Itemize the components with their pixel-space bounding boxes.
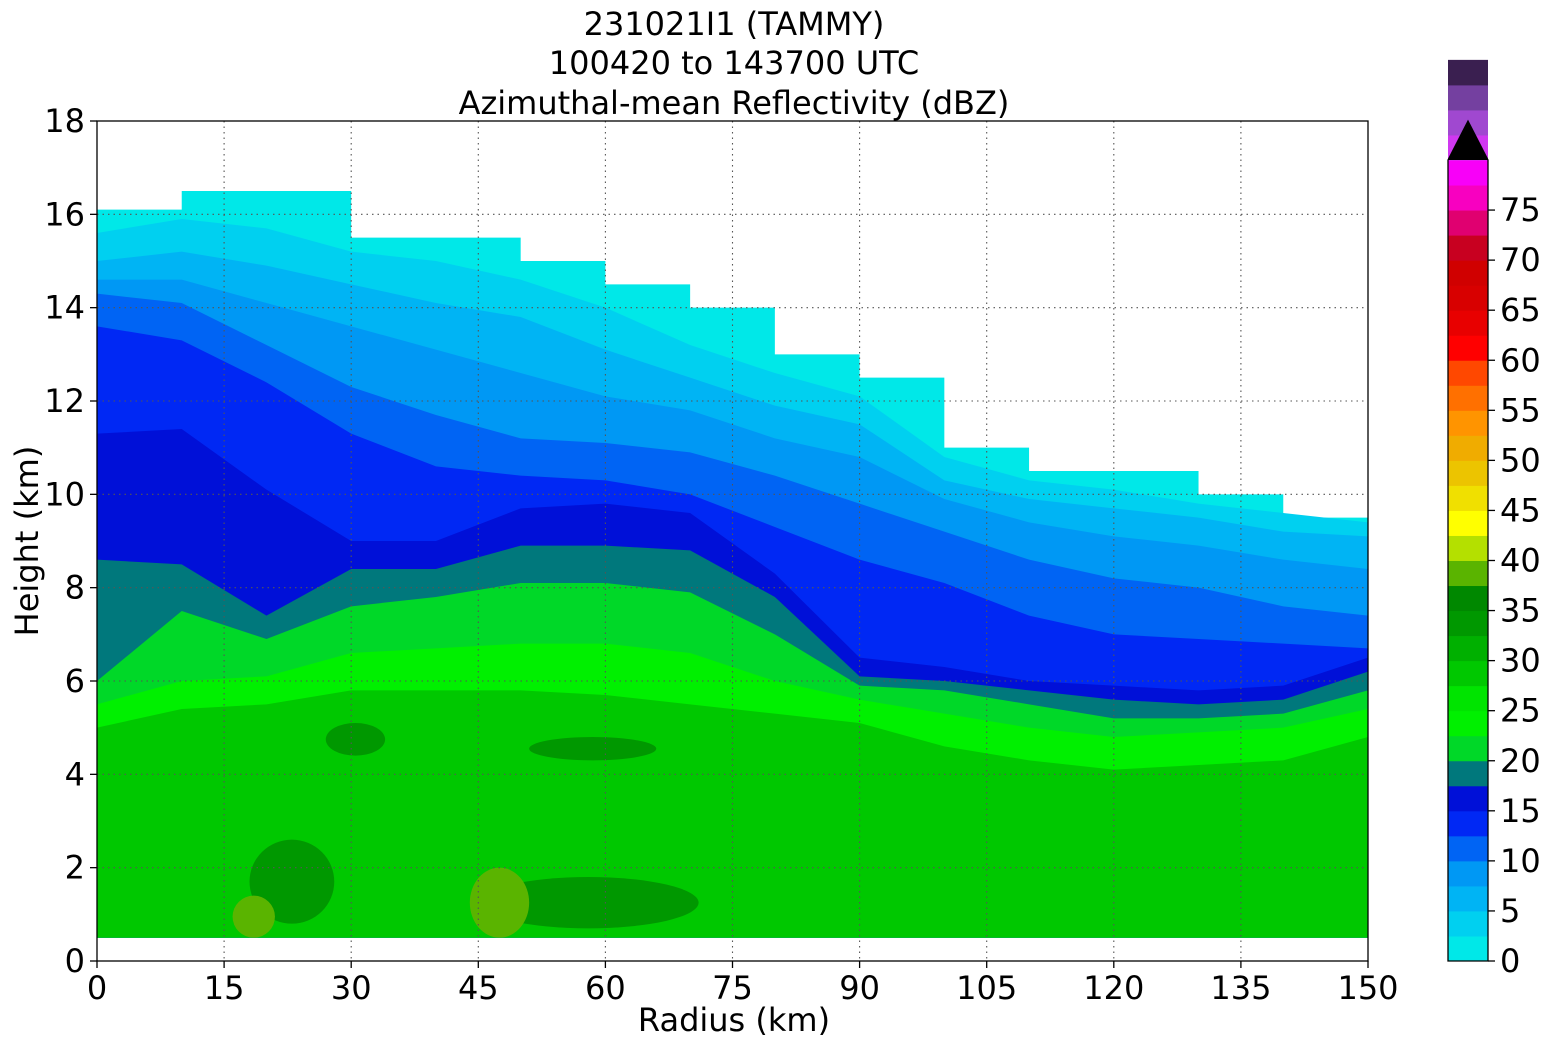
y-tick-label: 18 [44,102,85,140]
y-tick-label: 12 [44,382,85,420]
x-axis-label: Radius (km) [638,1001,830,1039]
colorbar-swatch [1448,560,1488,587]
colorbar-tick-label: 5 [1500,892,1520,930]
colorbar-tick-label: 30 [1500,642,1541,680]
reflectivity-maximum [469,867,530,938]
colorbar-tick-label: 25 [1500,692,1541,730]
x-tick-label: 75 [712,969,753,1007]
colorbar-swatch [1448,310,1488,336]
x-tick-label: 135 [1210,969,1271,1007]
reflectivity-maximum [249,839,335,924]
colorbar-tick-label: 10 [1500,842,1541,880]
colorbar-swatch [1448,885,1488,912]
colorbar-extend-arrow [1448,121,1488,160]
colorbar-swatch [1448,210,1488,236]
colorbar-swatch [1448,585,1488,612]
title-line-2: 100420 to 143700 UTC [549,44,919,82]
reflectivity-maximum [478,877,699,929]
title-line-1: 231021I1 (TAMMY) [584,5,885,43]
colorbar-tick-label: 65 [1500,291,1541,329]
colorbar-tick-label: 50 [1500,441,1541,479]
colorbar-swatch [1448,635,1488,662]
y-axis-label: Height (km) [8,446,46,637]
reflectivity-maximum [232,895,275,938]
y-tick-label: 0 [65,942,85,980]
y-tick-label: 8 [65,569,85,607]
colorbar-swatch [1448,485,1488,511]
colorbar-tick-label: 70 [1500,241,1541,279]
x-tick-label: 45 [458,969,499,1007]
colorbar-tick-label: 45 [1500,491,1541,529]
colorbar-tick-label: 15 [1500,792,1541,830]
reflectivity-maximum [325,723,386,756]
colorbar-swatch [1448,735,1488,762]
chart-title: 231021I1 (TAMMY) 100420 to 143700 UTC Az… [459,5,1010,122]
reflectivity-field [97,191,1368,938]
reflectivity-maximum [529,737,657,761]
colorbar-swatch [1448,84,1488,111]
colorbar-swatch [1448,535,1488,561]
colorbar-swatch [1448,360,1488,386]
x-tick-label: 105 [956,969,1017,1007]
colorbar-swatch [1448,510,1488,536]
colorbar-tick-label: 20 [1500,742,1541,780]
x-tick-label: 30 [331,969,372,1007]
y-tick-label: 4 [65,755,85,793]
colorbar-frame [1447,119,1489,962]
colorbar-tick-label: 40 [1500,542,1541,580]
colorbar-tick-label: 35 [1500,592,1541,630]
colorbar-swatch [1448,810,1488,837]
colorbar-swatch [1448,410,1488,436]
y-tick-label: 16 [44,195,85,233]
colorbar-swatch [1448,335,1488,361]
colorbar-swatch [1448,59,1488,86]
x-tick-label: 90 [839,969,880,1007]
y-tick-label: 10 [44,475,85,513]
colorbar-swatch [1448,710,1488,737]
y-tick-label: 14 [44,289,85,327]
title-line-3: Azimuthal-mean Reflectivity (dBZ) [459,84,1010,122]
colorbar-swatch [1448,235,1488,261]
colorbar-swatch [1448,760,1488,787]
colorbar-swatch [1448,185,1488,211]
x-tick-label: 60 [585,969,626,1007]
colorbar-swatch [1448,685,1488,712]
plot-grid [97,121,1368,961]
colorbar-tick-label: 60 [1500,341,1541,379]
x-tick-label: 150 [1337,969,1398,1007]
y-tick-label: 6 [65,662,85,700]
x-tick-label: 0 [87,969,107,1007]
colorbar-swatch [1448,385,1488,411]
colorbar-swatch [1448,660,1488,687]
colorbar-swatch [1448,285,1488,311]
colorbar-swatch [1448,435,1488,461]
colorbar-tick-label: 75 [1500,191,1541,229]
x-axis-ticks: 0 15 30 45 60 75 90 105 120 135 150 [87,961,1399,1007]
colorbar-swatch [1448,610,1488,637]
x-tick-label: 120 [1083,969,1144,1007]
colorbar [1447,59,1489,962]
colorbar-swatch [1448,910,1488,937]
colorbar-swatch [1448,835,1488,862]
colorbar-swatch [1448,785,1488,812]
colorbar-tick-label: 0 [1500,942,1520,980]
colorbar-swatch [1448,160,1488,186]
colorbar-swatch [1448,260,1488,286]
colorbar-ticks: 0 5 10 15 20 25 30 35 40 45 50 55 60 65 70 75 [1488,191,1541,980]
colorbar-tick-label: 55 [1500,391,1541,429]
colorbar-swatch [1448,860,1488,887]
y-axis-ticks: 0 2 4 6 8 10 12 14 16 18 [44,102,97,980]
colorbar-swatch [1448,460,1488,486]
x-tick-label: 15 [204,969,245,1007]
y-tick-label: 2 [65,849,85,887]
colorbar-swatch [1448,935,1488,962]
